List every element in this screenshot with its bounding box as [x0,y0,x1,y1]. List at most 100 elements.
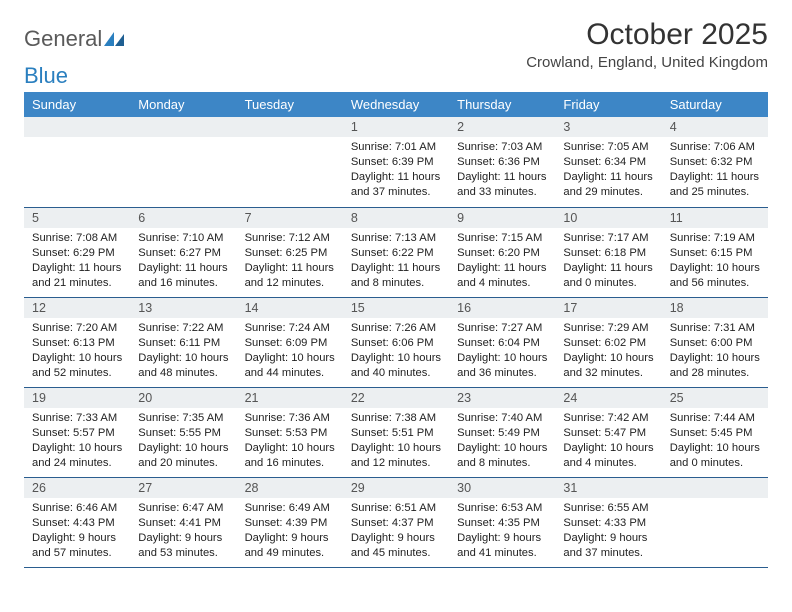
sunrise-text: Sunrise: 7:15 AM [457,231,547,246]
day-number [662,478,768,498]
day-number: 13 [130,298,236,318]
day-cell: 22Sunrise: 7:38 AMSunset: 5:51 PMDayligh… [343,387,449,477]
day-number: 29 [343,478,449,498]
sunrise-text: Sunrise: 7:20 AM [32,321,122,336]
day-header: Saturday [662,92,768,117]
daylight-text: Daylight: 11 hours and 37 minutes. [351,170,441,200]
day-details: Sunrise: 7:22 AMSunset: 6:11 PMDaylight:… [130,318,236,385]
day-cell: 8Sunrise: 7:13 AMSunset: 6:22 PMDaylight… [343,207,449,297]
day-header: Sunday [24,92,130,117]
sunset-text: Sunset: 6:32 PM [670,155,760,170]
sunset-text: Sunset: 6:20 PM [457,246,547,261]
sunset-text: Sunset: 6:34 PM [563,155,653,170]
day-details: Sunrise: 7:29 AMSunset: 6:02 PMDaylight:… [555,318,661,385]
day-number: 24 [555,388,661,408]
daylight-text: Daylight: 11 hours and 25 minutes. [670,170,760,200]
day-cell: 17Sunrise: 7:29 AMSunset: 6:02 PMDayligh… [555,297,661,387]
day-cell: 1Sunrise: 7:01 AMSunset: 6:39 PMDaylight… [343,117,449,207]
sunset-text: Sunset: 6:29 PM [32,246,122,261]
day-details: Sunrise: 7:06 AMSunset: 6:32 PMDaylight:… [662,137,768,204]
brand-part2: Blue [24,63,68,88]
day-cell: 24Sunrise: 7:42 AMSunset: 5:47 PMDayligh… [555,387,661,477]
sunrise-text: Sunrise: 7:12 AM [245,231,335,246]
sunrise-text: Sunrise: 7:22 AM [138,321,228,336]
sunset-text: Sunset: 6:18 PM [563,246,653,261]
sunrise-text: Sunrise: 7:19 AM [670,231,760,246]
day-header: Wednesday [343,92,449,117]
day-number: 6 [130,208,236,228]
sunrise-text: Sunrise: 7:27 AM [457,321,547,336]
day-cell: 12Sunrise: 7:20 AMSunset: 6:13 PMDayligh… [24,297,130,387]
day-details: Sunrise: 7:44 AMSunset: 5:45 PMDaylight:… [662,408,768,475]
daylight-text: Daylight: 9 hours and 57 minutes. [32,531,122,561]
sunset-text: Sunset: 6:15 PM [670,246,760,261]
day-header: Friday [555,92,661,117]
day-number [237,117,343,137]
daylight-text: Daylight: 9 hours and 37 minutes. [563,531,653,561]
sunrise-text: Sunrise: 7:17 AM [563,231,653,246]
daylight-text: Daylight: 9 hours and 45 minutes. [351,531,441,561]
sunrise-text: Sunrise: 7:06 AM [670,140,760,155]
day-number: 23 [449,388,555,408]
day-details: Sunrise: 7:05 AMSunset: 6:34 PMDaylight:… [555,137,661,204]
day-number: 21 [237,388,343,408]
sunset-text: Sunset: 6:39 PM [351,155,441,170]
day-number: 9 [449,208,555,228]
day-cell: 28Sunrise: 6:49 AMSunset: 4:39 PMDayligh… [237,477,343,567]
sunrise-text: Sunrise: 7:44 AM [670,411,760,426]
sunset-text: Sunset: 4:43 PM [32,516,122,531]
week-row: 1Sunrise: 7:01 AMSunset: 6:39 PMDaylight… [24,117,768,207]
daylight-text: Daylight: 10 hours and 16 minutes. [245,441,335,471]
day-header-row: Sunday Monday Tuesday Wednesday Thursday… [24,92,768,117]
day-number: 3 [555,117,661,137]
sunrise-text: Sunrise: 7:40 AM [457,411,547,426]
sunset-text: Sunset: 6:36 PM [457,155,547,170]
day-number: 17 [555,298,661,318]
day-details: Sunrise: 6:46 AMSunset: 4:43 PMDaylight:… [24,498,130,565]
day-cell: 19Sunrise: 7:33 AMSunset: 5:57 PMDayligh… [24,387,130,477]
day-number: 14 [237,298,343,318]
day-cell: 18Sunrise: 7:31 AMSunset: 6:00 PMDayligh… [662,297,768,387]
day-details: Sunrise: 7:01 AMSunset: 6:39 PMDaylight:… [343,137,449,204]
day-number: 1 [343,117,449,137]
day-number: 2 [449,117,555,137]
sunset-text: Sunset: 4:37 PM [351,516,441,531]
day-details [130,137,236,197]
sunset-text: Sunset: 4:39 PM [245,516,335,531]
day-cell [237,117,343,207]
daylight-text: Daylight: 11 hours and 33 minutes. [457,170,547,200]
sunrise-text: Sunrise: 7:33 AM [32,411,122,426]
day-cell: 6Sunrise: 7:10 AMSunset: 6:27 PMDaylight… [130,207,236,297]
calendar-table: Sunday Monday Tuesday Wednesday Thursday… [24,92,768,568]
day-details: Sunrise: 7:08 AMSunset: 6:29 PMDaylight:… [24,228,130,295]
sunset-text: Sunset: 6:02 PM [563,336,653,351]
day-number: 20 [130,388,236,408]
sunrise-text: Sunrise: 7:03 AM [457,140,547,155]
page-header: General Blue October 2025 Crowland, Engl… [24,18,768,88]
sunset-text: Sunset: 6:11 PM [138,336,228,351]
week-row: 26Sunrise: 6:46 AMSunset: 4:43 PMDayligh… [24,477,768,567]
day-details: Sunrise: 7:40 AMSunset: 5:49 PMDaylight:… [449,408,555,475]
day-number [24,117,130,137]
daylight-text: Daylight: 10 hours and 56 minutes. [670,261,760,291]
sunrise-text: Sunrise: 7:29 AM [563,321,653,336]
sunset-text: Sunset: 6:22 PM [351,246,441,261]
day-cell: 13Sunrise: 7:22 AMSunset: 6:11 PMDayligh… [130,297,236,387]
daylight-text: Daylight: 9 hours and 49 minutes. [245,531,335,561]
daylight-text: Daylight: 11 hours and 21 minutes. [32,261,122,291]
day-number: 28 [237,478,343,498]
sunset-text: Sunset: 4:35 PM [457,516,547,531]
day-cell: 21Sunrise: 7:36 AMSunset: 5:53 PMDayligh… [237,387,343,477]
day-details: Sunrise: 7:03 AMSunset: 6:36 PMDaylight:… [449,137,555,204]
sunrise-text: Sunrise: 6:53 AM [457,501,547,516]
sunrise-text: Sunrise: 7:31 AM [670,321,760,336]
sunrise-text: Sunrise: 7:01 AM [351,140,441,155]
day-number: 18 [662,298,768,318]
day-cell: 11Sunrise: 7:19 AMSunset: 6:15 PMDayligh… [662,207,768,297]
sunset-text: Sunset: 5:45 PM [670,426,760,441]
sunrise-text: Sunrise: 7:05 AM [563,140,653,155]
day-details [237,137,343,197]
sunrise-text: Sunrise: 6:55 AM [563,501,653,516]
day-details: Sunrise: 7:31 AMSunset: 6:00 PMDaylight:… [662,318,768,385]
day-details: Sunrise: 7:36 AMSunset: 5:53 PMDaylight:… [237,408,343,475]
